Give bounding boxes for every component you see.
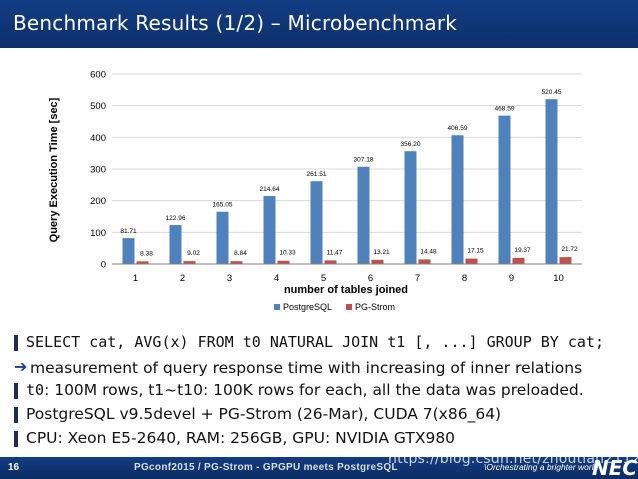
bar-postgresql — [498, 115, 511, 265]
data-label: 8.84 — [234, 250, 247, 257]
bullet-text: SELECT cat, AVG(x) FROM t0 NATURAL JOIN … — [26, 333, 604, 351]
legend-postgresql-swatch — [274, 304, 280, 310]
data-label: 122.96 — [166, 215, 186, 222]
y-tick-label: 600 — [90, 70, 106, 81]
x-tick-label: 7 — [415, 273, 420, 284]
bar-pg-strom — [559, 257, 572, 264]
y-tick-label: 300 — [90, 165, 106, 176]
bar-postgresql — [310, 181, 323, 264]
bullet-code: t0 — [26, 381, 45, 399]
bar-pg-strom — [512, 257, 525, 264]
data-label: 17.15 — [467, 248, 484, 255]
bullet-bar-icon — [14, 407, 18, 423]
bar-postgresql — [169, 225, 182, 264]
bar-postgresql — [263, 196, 276, 264]
bar-pg-strom — [277, 260, 290, 264]
bar-pg-strom — [136, 261, 149, 264]
y-tick-label: 0 — [101, 260, 106, 271]
watermark-url: https://blog.csdn.net/zhoutian2112 — [388, 451, 638, 467]
y-tick-label: 200 — [90, 196, 106, 207]
bar-postgresql — [404, 151, 417, 264]
bar-pg-strom — [418, 259, 431, 264]
data-label: 356.20 — [401, 141, 421, 148]
chart-gridlines — [112, 73, 582, 233]
slide-title: Benchmark Results (1/2) – Microbenchmark — [13, 11, 458, 35]
x-tick-label: 2 — [180, 273, 185, 284]
data-label: 8.38 — [140, 250, 153, 257]
bullet-text: measurement of query response time with … — [30, 359, 583, 377]
bar-postgresql — [451, 135, 464, 264]
legend-pg-strom-swatch — [346, 304, 352, 310]
bullet-text-rest: : 100M rows, t1~t10: 100K rows for each,… — [44, 381, 584, 399]
bar-chart: 0 100 200 300 400 500 600 81.71 8.38 122.96 9.02 1… — [48, 70, 582, 312]
chart-legend: PostgreSQL PG-Strom — [274, 302, 395, 312]
data-label: 520.45 — [542, 89, 562, 96]
page-number: 16 — [8, 462, 20, 473]
x-axis-ticks: 1 2 3 4 5 6 7 8 9 10 — [133, 273, 564, 284]
arrow-right-icon: ➔ — [14, 357, 28, 376]
data-label: 261.51 — [307, 171, 327, 178]
data-label: 21.72 — [561, 246, 578, 253]
footer-text: PGconf2015 / PG-Strom - GPGPU meets Post… — [134, 462, 398, 473]
bar-pg-strom — [465, 258, 478, 264]
bullet-text: t0: 100M rows, t1~t10: 100K rows for eac… — [26, 381, 584, 399]
bar-pg-strom — [324, 260, 337, 264]
y-tick-label: 400 — [90, 133, 106, 144]
y-axis-label: Query Execution Time [sec] — [48, 97, 60, 242]
bullet-text: CPU: Xeon E5-2640, RAM: 256GB, GPU: NVID… — [26, 429, 456, 447]
chart-bars: 81.71 8.38 122.96 9.02 165.05 8.84 214.64 10.33… — [120, 89, 578, 265]
data-label: 81.71 — [120, 228, 137, 235]
data-label: 11.47 — [327, 249, 343, 256]
bar-pg-strom — [371, 259, 384, 264]
data-label: 307.18 — [354, 157, 374, 164]
y-axis-ticks: 0 100 200 300 400 500 600 — [90, 70, 106, 271]
bar-pg-strom — [230, 261, 243, 264]
nec-logo: NEC — [592, 456, 638, 479]
x-tick-label: 3 — [227, 273, 232, 284]
data-label: 19.37 — [514, 247, 531, 254]
bar-pg-strom — [183, 261, 196, 264]
data-label: 406.59 — [448, 125, 468, 132]
tagline: \Orchestrating a brighter world — [484, 462, 599, 472]
bar-postgresql — [357, 166, 370, 264]
data-label: 10.33 — [279, 250, 296, 257]
data-label: 14.48 — [420, 248, 437, 255]
bar-postgresql — [216, 211, 229, 264]
data-label: 9.02 — [187, 250, 200, 257]
bullet-bar-icon — [14, 431, 18, 447]
data-label: 468.59 — [495, 106, 515, 113]
x-tick-label: 6 — [368, 273, 373, 284]
data-label: 165.05 — [213, 202, 233, 209]
bullet-bar-icon — [14, 383, 18, 399]
legend-postgresql-label: PostgreSQL — [283, 302, 332, 312]
bar-postgresql — [545, 99, 558, 265]
x-tick-label: 8 — [462, 273, 467, 284]
x-tick-label: 4 — [274, 273, 279, 284]
footer-bar: 16 PGconf2015 / PG-Strom - GPGPU meets P… — [0, 457, 638, 479]
x-tick-label: 9 — [509, 273, 514, 284]
x-axis-label: number of tables joined — [284, 284, 408, 296]
x-tick-label: 1 — [133, 273, 138, 284]
data-label: 214.64 — [260, 186, 280, 193]
y-tick-label: 100 — [90, 228, 106, 239]
data-label: 13.21 — [373, 249, 390, 256]
legend-pg-strom-label: PG-Strom — [355, 302, 395, 312]
title-bar: Benchmark Results (1/2) – Microbenchmark — [0, 0, 638, 48]
y-tick-label: 500 — [90, 101, 106, 112]
x-tick-label: 5 — [321, 273, 326, 284]
x-tick-label: 10 — [553, 273, 564, 284]
bar-postgresql — [122, 238, 135, 264]
bullet-bar-icon — [14, 335, 18, 351]
bullet-text: PostgreSQL v9.5devel + PG-Strom (26-Mar)… — [26, 405, 502, 423]
